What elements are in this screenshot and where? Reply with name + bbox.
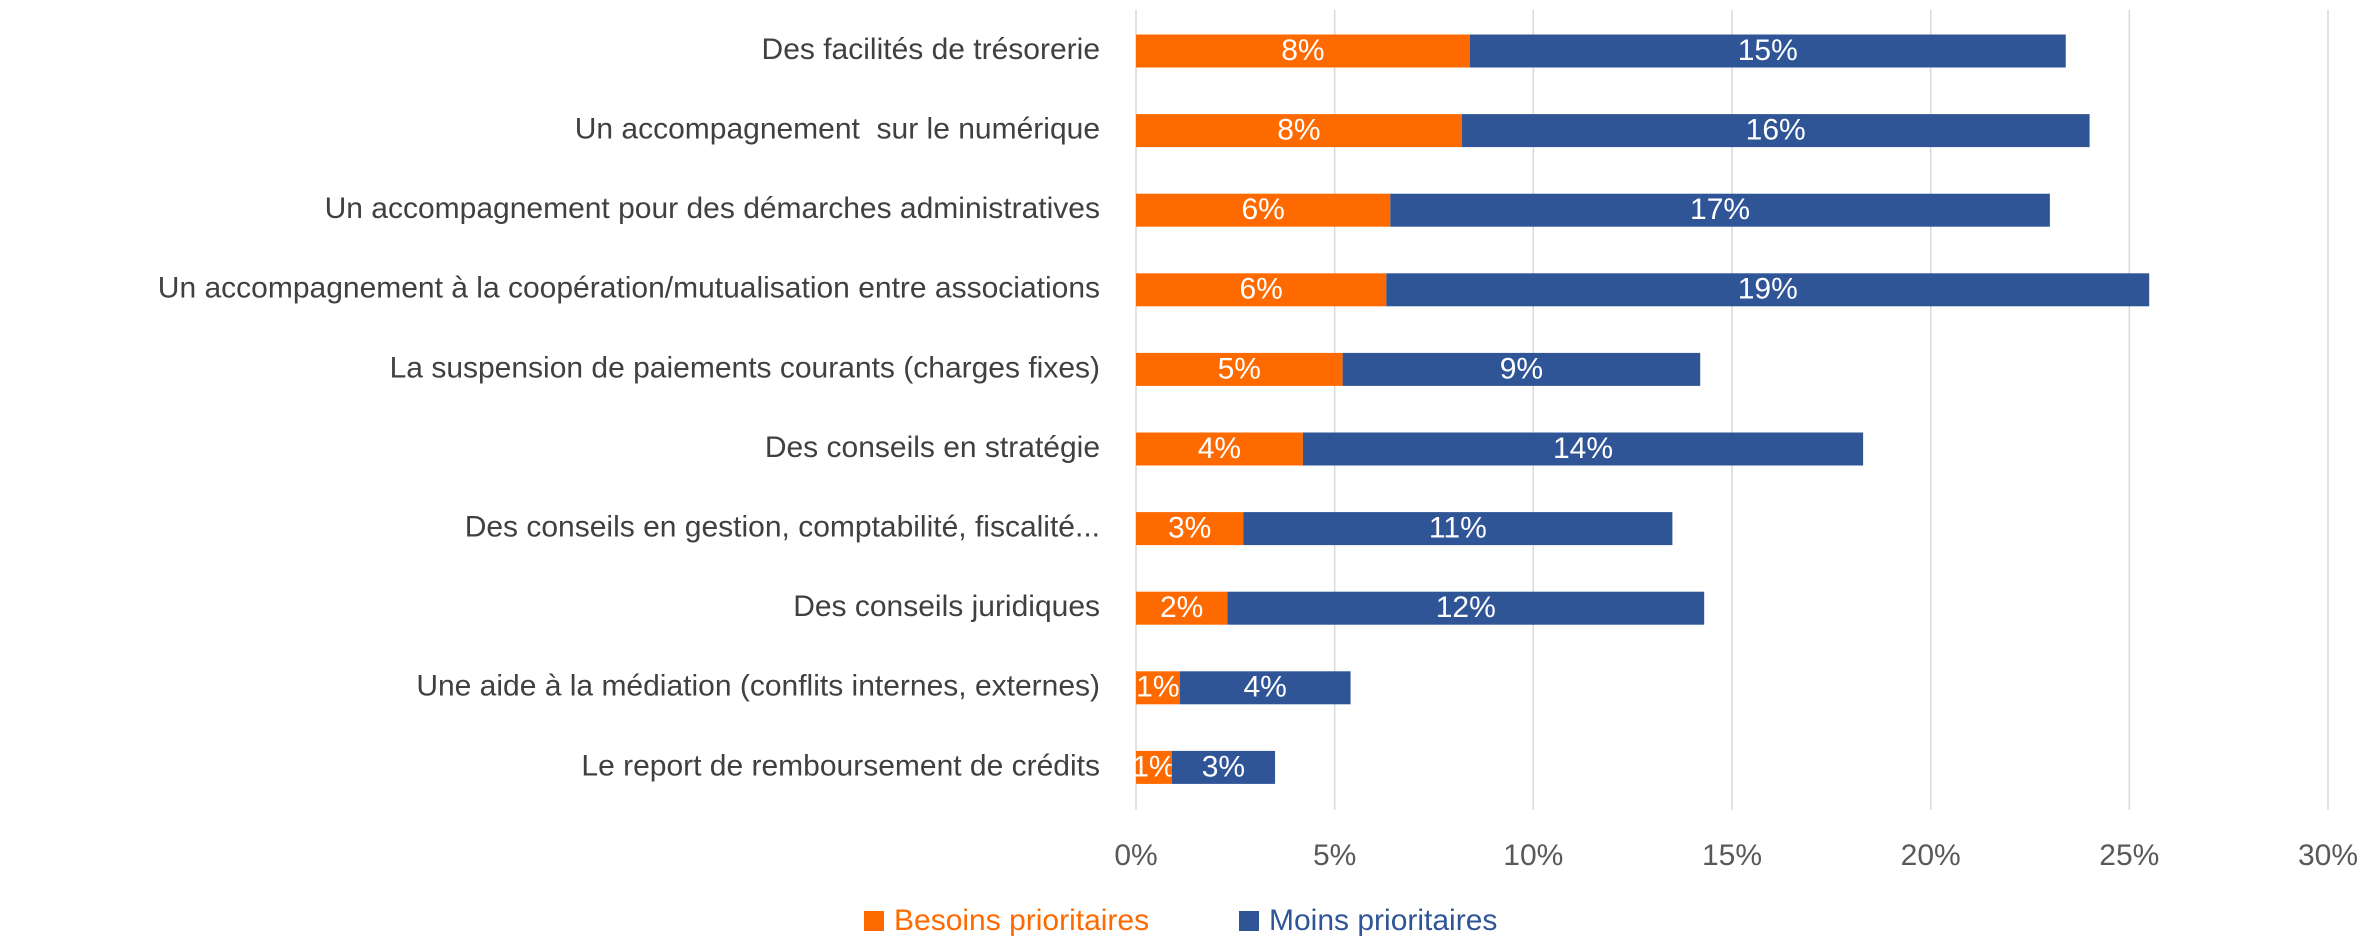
bar-segment — [1227, 591, 1705, 625]
data-label: 8% — [1277, 114, 1320, 147]
data-label: 1% — [1136, 671, 1179, 704]
data-label: 14% — [1553, 432, 1613, 465]
x-tick-label: 30% — [2298, 839, 2358, 872]
bar-segment — [1390, 193, 2050, 227]
category-label: Des conseils en gestion, comptabilité, f… — [465, 511, 1100, 544]
data-label: 11% — [1429, 512, 1487, 545]
legend-label: Besoins prioritaires — [894, 904, 1149, 937]
data-label: 17% — [1690, 193, 1750, 226]
x-tick-label: 10% — [1503, 839, 1563, 872]
data-label: 4% — [1243, 671, 1286, 704]
category-label: Un accompagnement sur le numérique — [575, 113, 1100, 146]
category-label: Une aide à la médiation (conflits intern… — [416, 670, 1100, 703]
legend-label: Moins prioritaires — [1269, 904, 1497, 937]
bar-segment — [1136, 193, 1391, 227]
x-tick-label: 15% — [1702, 839, 1762, 872]
x-tick-label: 0% — [1114, 839, 1157, 872]
data-label: 6% — [1241, 193, 1284, 226]
category-label: Le report de remboursement de crédits — [581, 749, 1100, 782]
x-tick-label: 20% — [1901, 839, 1961, 872]
bar-segment — [1136, 591, 1228, 625]
bar-segment — [1136, 750, 1172, 784]
legend-swatch — [864, 911, 884, 931]
bar-segment — [1136, 273, 1387, 307]
bar-segment — [1179, 671, 1351, 705]
bar-segment — [1386, 273, 2150, 307]
category-label: Un accompagnement à la coopération/mutua… — [158, 272, 1100, 305]
data-label: 15% — [1738, 34, 1798, 67]
bar-segment — [1469, 34, 2066, 68]
x-tick-label: 25% — [2099, 839, 2159, 872]
bar-segment — [1136, 114, 1462, 148]
data-label: 3% — [1168, 512, 1211, 545]
data-label: 3% — [1202, 750, 1245, 783]
data-label: 1% — [1132, 750, 1175, 783]
data-label: 5% — [1218, 352, 1261, 385]
category-label: La suspension de paiements courants (cha… — [390, 351, 1100, 384]
category-label: Des conseils juridiques — [793, 590, 1100, 623]
bar-segment — [1136, 432, 1303, 466]
data-label: 2% — [1160, 591, 1203, 624]
data-label: 4% — [1198, 432, 1241, 465]
bar-segment — [1136, 671, 1180, 705]
data-label: 16% — [1746, 114, 1806, 147]
data-label: 12% — [1436, 591, 1496, 624]
data-label: 6% — [1239, 273, 1282, 306]
bar-segment — [1461, 114, 2090, 148]
category-label: Des facilités de trésorerie — [762, 33, 1100, 66]
bar-segment — [1136, 512, 1244, 546]
legend-swatch — [1239, 911, 1259, 931]
data-label: 9% — [1500, 352, 1543, 385]
x-tick-label: 5% — [1313, 839, 1356, 872]
bar-segment — [1136, 352, 1343, 386]
bar-segment — [1136, 34, 1470, 68]
data-label: 8% — [1281, 34, 1324, 67]
bar-segment — [1302, 432, 1864, 466]
category-label: Un accompagnement pour des démarches adm… — [325, 192, 1100, 225]
bar-segment — [1342, 352, 1701, 386]
category-label: Des conseils en stratégie — [765, 431, 1100, 464]
data-label: 19% — [1738, 273, 1798, 306]
bar-segment — [1171, 750, 1276, 784]
bar-segment — [1243, 512, 1673, 546]
